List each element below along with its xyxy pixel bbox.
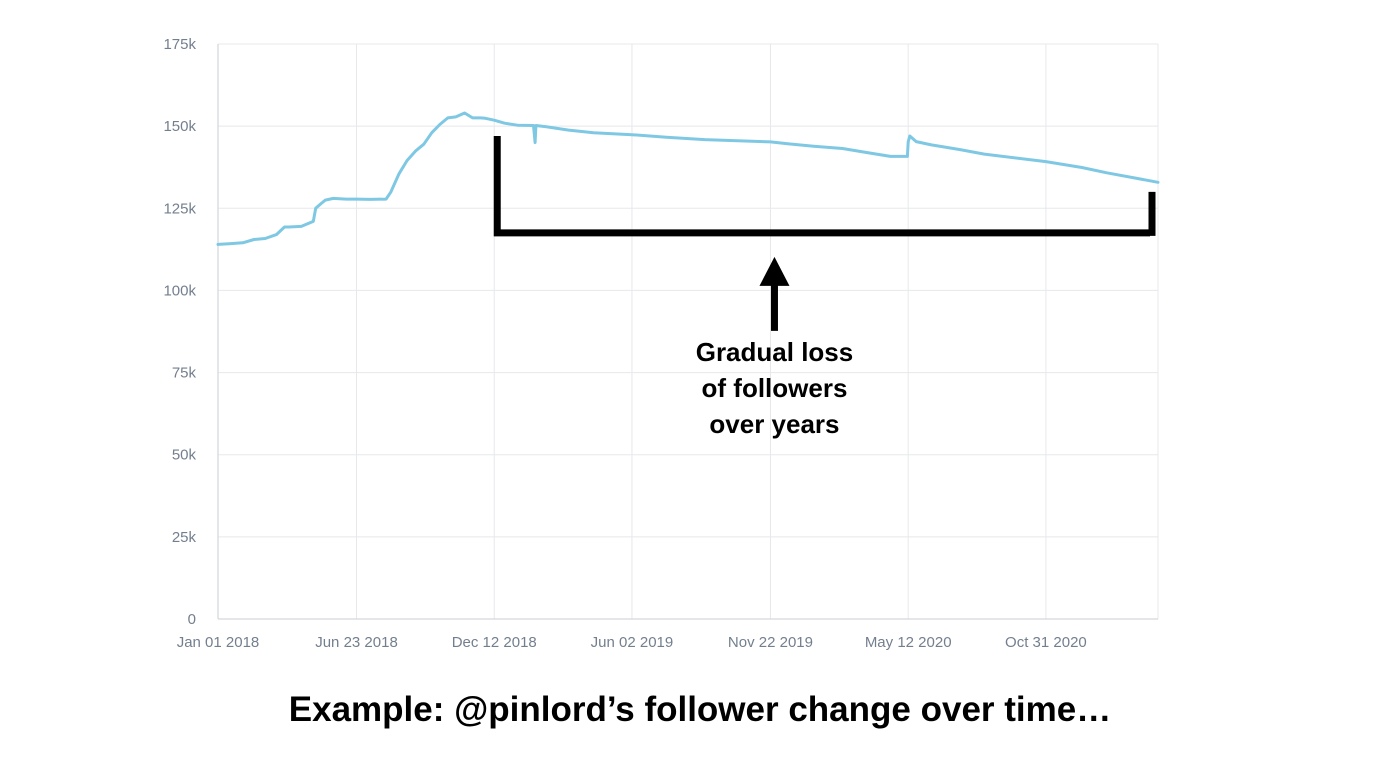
annotation-bracket bbox=[493, 136, 1150, 237]
x-tick-label: Dec 12 2018 bbox=[452, 634, 537, 651]
y-tick-labels: 0 25k 50k 75k 100k 125k 150k 175k bbox=[163, 36, 196, 628]
annotation: Gradual loss of followers over years bbox=[493, 136, 1156, 439]
annotation-text-line: Gradual loss bbox=[696, 337, 854, 367]
y-tick-label: 25k bbox=[172, 529, 197, 546]
x-tick-label: May 12 2020 bbox=[865, 634, 952, 651]
y-tick-label: 50k bbox=[172, 447, 197, 464]
axes bbox=[217, 44, 1158, 620]
arrow-up-icon bbox=[759, 256, 790, 286]
x-tick-label: Jun 23 2018 bbox=[315, 634, 398, 651]
y-tick-label: 175k bbox=[163, 36, 196, 53]
y-tick-label: 125k bbox=[163, 200, 196, 217]
x-tick-label: Nov 22 2019 bbox=[728, 634, 813, 651]
annotation-text-line: of followers bbox=[702, 373, 848, 403]
y-tick-label: 100k bbox=[163, 282, 196, 299]
slide-caption: Example: @pinlord’s follower change over… bbox=[288, 690, 1112, 729]
annotation-text-line: over years bbox=[709, 409, 839, 439]
follower-series-line bbox=[216, 111, 1160, 246]
x-tick-labels: Jan 01 2018 Jun 23 2018 Dec 12 2018 Jun 02 … bbox=[177, 634, 1087, 651]
series-layer bbox=[216, 111, 1160, 246]
x-tick-label: Jun 02 2019 bbox=[591, 634, 674, 651]
y-tick-label: 0 bbox=[188, 611, 196, 628]
grid-lines bbox=[218, 43, 1159, 619]
x-tick-label: Oct 31 2020 bbox=[1005, 634, 1087, 651]
x-tick-label: Jan 01 2018 bbox=[177, 634, 260, 651]
y-tick-label: 75k bbox=[172, 365, 197, 382]
y-tick-label: 150k bbox=[163, 118, 196, 135]
